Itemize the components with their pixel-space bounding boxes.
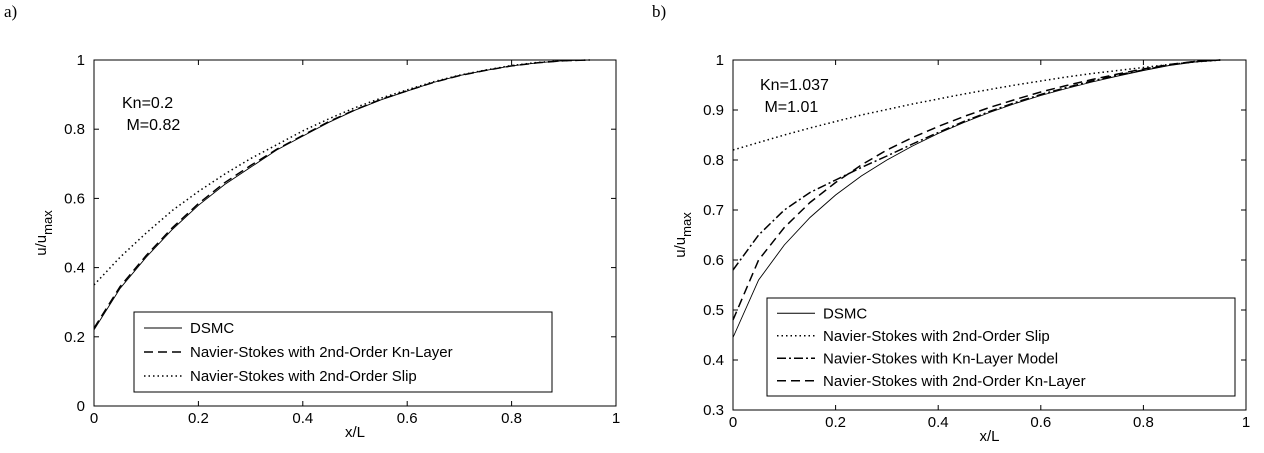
y-axis-label-main: u/u xyxy=(33,235,50,256)
chart-a: 0 0.2 0.4 0.6 0.8 1 0 0.2 0.4 0.6 0.8 1 x/L u/umax Kn=… xyxy=(33,52,620,441)
x-tick-label: 0 xyxy=(90,410,98,427)
y-tick-label: 0.7 xyxy=(703,202,724,219)
legend-box xyxy=(133,311,553,393)
y-tick-label: 1 xyxy=(77,52,85,69)
y-axis-label-subscript: max xyxy=(40,210,55,235)
y-axis-label-main: u/u xyxy=(672,237,689,258)
y-tick-label: 0.5 xyxy=(703,302,724,319)
legend: DSMC Navier-Stokes with 2nd-Order Slip Nav… xyxy=(766,297,1236,397)
legend-entry: DSMC xyxy=(190,320,234,337)
x-tick-label: 0.4 xyxy=(928,414,949,431)
series-line-navier-stokes-with-2nd-order-slip xyxy=(732,59,1221,151)
series-line-navier-stokes-with-kn-layer-model xyxy=(732,59,1221,271)
legend-entry: Navier-Stokes with 2nd-Order Slip xyxy=(823,328,1050,345)
y-tick-label: 1 xyxy=(716,52,724,69)
x-tick-label: 0.6 xyxy=(1030,414,1051,431)
panel-label-b: b) xyxy=(652,2,667,21)
legend-entry: Navier-Stokes with 2nd-Order Slip xyxy=(190,368,417,385)
annotation-text: Kn=0.2 xyxy=(122,95,173,112)
y-axis-label: u/umax xyxy=(33,210,55,256)
y-tick-label: 0.4 xyxy=(64,260,85,277)
x-tick-label: 1 xyxy=(612,410,620,427)
y-tick-label: 0.4 xyxy=(703,352,724,369)
x-axis-label: x/L xyxy=(345,424,365,441)
panel-label-a: a) xyxy=(4,2,18,21)
y-axis-label: u/umax xyxy=(672,212,694,258)
annotation-text: Kn=1.037 xyxy=(760,77,829,94)
annotation-text: M=0.82 xyxy=(122,117,180,134)
x-tick-label: 0.8 xyxy=(501,410,522,427)
y-tick-label: 0.2 xyxy=(64,329,85,346)
y-tick-label: 0.8 xyxy=(703,152,724,169)
x-tick-label: 1 xyxy=(1242,414,1250,431)
y-tick-label: 0.6 xyxy=(64,190,85,207)
x-tick-label: 0.8 xyxy=(1133,414,1154,431)
y-tick-label: 0.9 xyxy=(703,102,724,119)
x-axis-label: x/L xyxy=(979,428,999,445)
legend-entry: Navier-Stokes with 2nd-Order Kn-Layer xyxy=(190,344,453,361)
series-line-navier-stokes-with-2nd-order-kn-layer xyxy=(732,59,1221,321)
x-tick-label: 0.4 xyxy=(292,410,313,427)
legend: DSMC Navier-Stokes with 2nd-Order Kn-Laye… xyxy=(133,311,553,393)
annotation-text: M=1.01 xyxy=(760,99,818,116)
y-tick-label: 0.3 xyxy=(703,402,724,419)
legend-entry: DSMC xyxy=(823,305,867,322)
y-axis-label-subscript: max xyxy=(679,212,694,237)
x-tick-label: 0.2 xyxy=(825,414,846,431)
x-tick-label: 0.6 xyxy=(397,410,418,427)
y-tick-label: 0 xyxy=(77,398,85,415)
legend-entry: Navier-Stokes with 2nd-Order Kn-Layer xyxy=(823,373,1086,390)
series-line-navier-stokes-with-2nd-order-slip xyxy=(93,59,590,286)
series-line-navier-stokes-with-2nd-order-kn-layer xyxy=(93,59,590,329)
legend-entry: Navier-Stokes with Kn-Layer Model xyxy=(823,350,1058,367)
x-tick-label: 0 xyxy=(729,414,737,431)
x-tick-label: 0.2 xyxy=(188,410,209,427)
y-tick-label: 0.8 xyxy=(64,121,85,138)
y-tick-label: 0.6 xyxy=(703,252,724,269)
legend-box xyxy=(766,297,1236,397)
chart-b: 0 0.2 0.4 0.6 0.8 1 0.3 0.4 0.5 0.6 0.7 0.8 0.9 1 x/L u… xyxy=(672,52,1250,445)
